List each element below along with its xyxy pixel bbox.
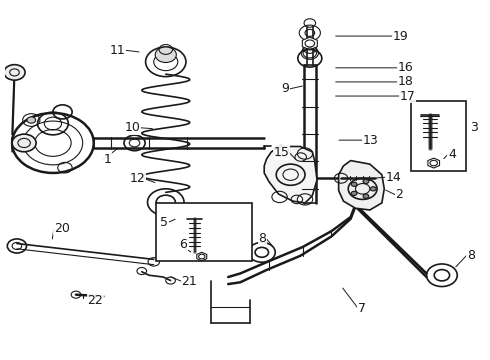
Text: 22: 22 <box>88 294 103 307</box>
Text: 16: 16 <box>398 61 414 74</box>
Circle shape <box>155 47 176 63</box>
Text: 2: 2 <box>395 188 403 201</box>
Text: 20: 20 <box>54 222 70 235</box>
Bar <box>156 203 252 261</box>
Text: 17: 17 <box>400 90 416 103</box>
Text: 4: 4 <box>448 148 456 161</box>
Polygon shape <box>197 252 207 261</box>
Circle shape <box>363 194 369 198</box>
Text: 7: 7 <box>358 302 366 315</box>
Text: 12: 12 <box>129 172 145 185</box>
Circle shape <box>4 65 25 80</box>
Circle shape <box>351 182 357 186</box>
Text: 15: 15 <box>273 146 289 159</box>
Text: 18: 18 <box>398 76 414 89</box>
Text: 8: 8 <box>259 233 267 246</box>
Text: 13: 13 <box>363 134 378 147</box>
Circle shape <box>363 179 369 184</box>
Circle shape <box>12 134 36 152</box>
Circle shape <box>370 187 376 191</box>
Text: 14: 14 <box>386 171 401 184</box>
Text: 9: 9 <box>281 82 289 95</box>
Polygon shape <box>428 158 440 168</box>
Circle shape <box>27 117 36 123</box>
Text: 6: 6 <box>179 238 187 251</box>
Polygon shape <box>339 161 384 210</box>
Text: 1: 1 <box>103 153 111 166</box>
Circle shape <box>351 191 357 195</box>
Text: 10: 10 <box>124 121 140 134</box>
Text: 5: 5 <box>160 216 168 229</box>
Polygon shape <box>302 37 318 50</box>
Bar <box>411 101 466 171</box>
Text: 21: 21 <box>182 275 197 288</box>
Polygon shape <box>264 147 317 203</box>
Text: 11: 11 <box>109 44 125 57</box>
Text: 3: 3 <box>470 121 478 134</box>
Text: 19: 19 <box>393 30 409 42</box>
Text: 8: 8 <box>467 249 475 262</box>
